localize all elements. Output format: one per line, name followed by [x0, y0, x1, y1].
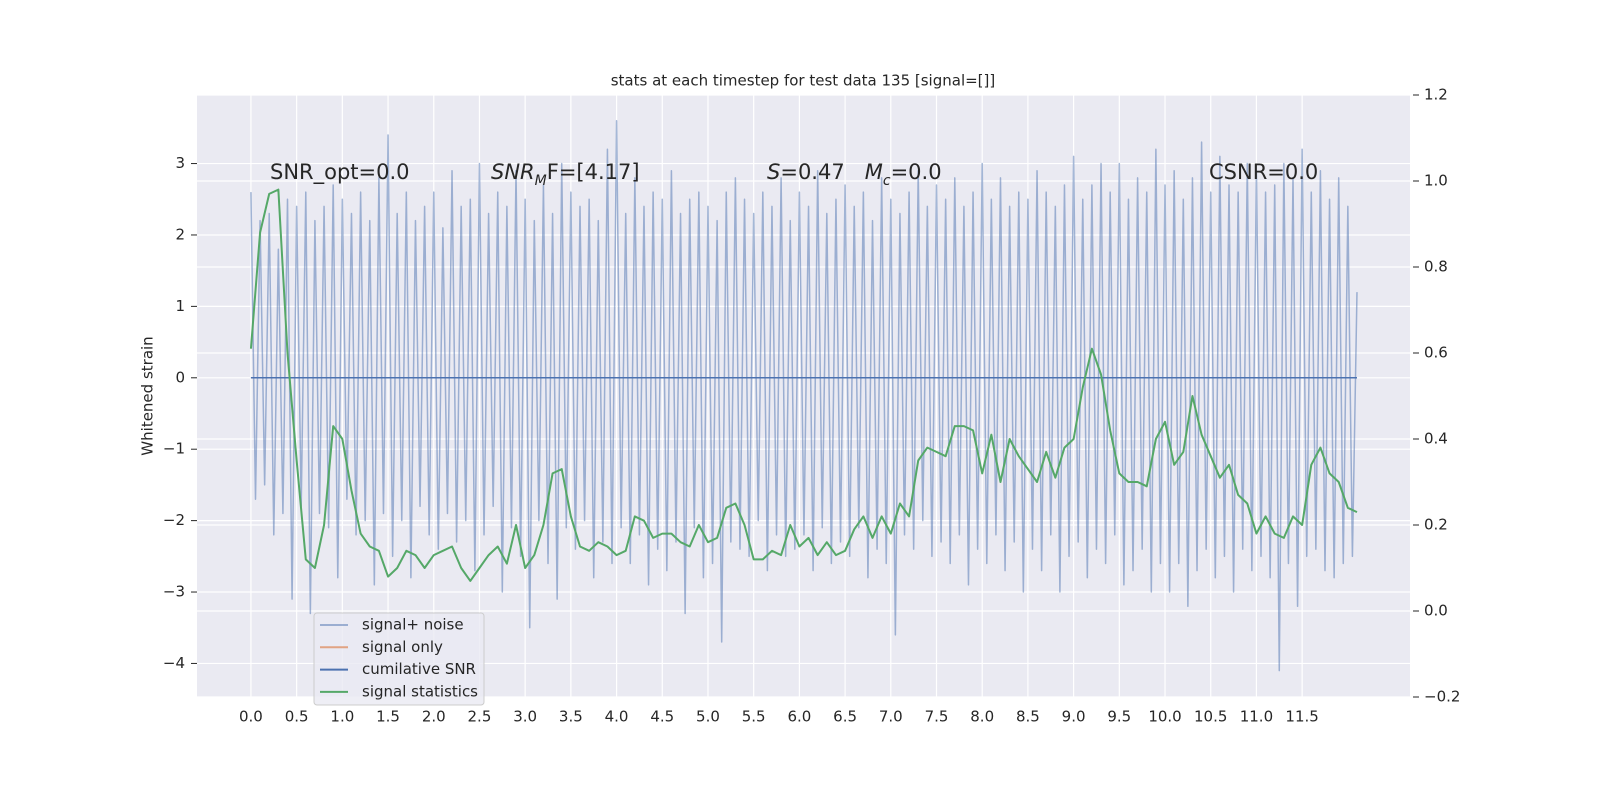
annotation: CSNR=0.0 — [1209, 160, 1318, 184]
annotation-part: S — [767, 160, 780, 184]
y2-tick-label: 1.2 — [1424, 86, 1448, 104]
x-tick-label: 8.5 — [1016, 708, 1040, 726]
annotation-part: F=[4.17] — [547, 160, 640, 184]
x-tick-label: 9.5 — [1107, 708, 1131, 726]
x-tick-label: 1.0 — [330, 708, 354, 726]
y-tick-label: −4 — [163, 654, 185, 672]
x-tick-label: 9.0 — [1062, 708, 1086, 726]
annotation-part: =0.47 — [780, 160, 864, 184]
x-tick-label: 0.5 — [285, 708, 309, 726]
x-tick-label: 6.0 — [787, 708, 811, 726]
y-tick-label: −3 — [163, 583, 185, 601]
annotation-part: =0.0 — [891, 160, 942, 184]
annotation-part: M — [865, 160, 883, 184]
legend-label: signal only — [362, 638, 443, 656]
series-line — [249, 188, 1358, 582]
annotation: SNRMF=[4.17] — [491, 160, 640, 189]
x-tick-label: 10.0 — [1148, 708, 1181, 726]
x-tick-label: 2.5 — [468, 708, 492, 726]
x-tick-label: 6.5 — [833, 708, 857, 726]
x-tick-label: 7.5 — [925, 708, 949, 726]
x-tick-label: 3.0 — [513, 708, 537, 726]
x-tick-label: 2.0 — [422, 708, 446, 726]
y2-tick-label: 0.4 — [1424, 430, 1448, 448]
legend: signal+ noise signal only cumilative SNR si… — [313, 612, 485, 706]
x-tick-label: 7.0 — [879, 708, 903, 726]
y2-tick-label: 1.0 — [1424, 172, 1448, 190]
y-tick-label: 3 — [175, 154, 185, 172]
lines — [249, 119, 1358, 672]
x-tick-label: 11.5 — [1285, 708, 1318, 726]
x-tick-label: 4.5 — [650, 708, 674, 726]
annotation: S=0.47 Mc=0.0 — [767, 160, 942, 189]
legend-box — [313, 612, 485, 706]
annotation-part: c — [883, 173, 891, 189]
annotation-part: SNR — [491, 160, 535, 184]
x-tick-label: 1.5 — [376, 708, 400, 726]
y-tick-label: −2 — [163, 511, 185, 529]
y2-tick-label: 0.6 — [1424, 344, 1448, 362]
chart-title: stats at each timestep for test data 135… — [611, 72, 996, 90]
y-tick-label: 0 — [175, 368, 185, 386]
annotation-part: M — [535, 173, 547, 189]
legend-label: signal+ noise — [362, 616, 464, 634]
annotation: SNR_opt=0.0 — [270, 160, 410, 185]
x-tick-label: 5.5 — [742, 708, 766, 726]
x-tick-label: 10.5 — [1194, 708, 1227, 726]
x-tick-label: 4.0 — [605, 708, 629, 726]
y2-tick-label: −0.2 — [1424, 688, 1460, 706]
x-tick-label: 11.0 — [1240, 708, 1273, 726]
legend-label: cumilative SNR — [362, 660, 476, 678]
legend-label: signal statistics — [362, 682, 478, 700]
y2-tick-label: 0.2 — [1424, 516, 1448, 534]
annotation-part: CSNR=0.0 — [1209, 160, 1318, 184]
x-tick-label: 0.0 — [239, 708, 263, 726]
ticks: 0.0 0.5 1.0 1.5 2.0 2.5 3.0 3.5 4.0 4.5 5.0 5.5 6.0 6… — [163, 86, 1461, 726]
x-tick-label: 8.0 — [970, 708, 994, 726]
y-tick-label: −1 — [163, 440, 185, 458]
y2-tick-label: 0.8 — [1424, 258, 1448, 276]
y-tick-label: 1 — [175, 297, 185, 315]
annotation-part: SNR_opt=0.0 — [270, 160, 410, 185]
x-tick-label: 5.0 — [696, 708, 720, 726]
y-tick-label: 2 — [175, 225, 185, 243]
y2-tick-label: 0.0 — [1424, 602, 1448, 620]
series-line — [250, 119, 1358, 672]
y-axis-label: Whitened strain — [139, 336, 157, 455]
x-tick-label: 3.5 — [559, 708, 583, 726]
